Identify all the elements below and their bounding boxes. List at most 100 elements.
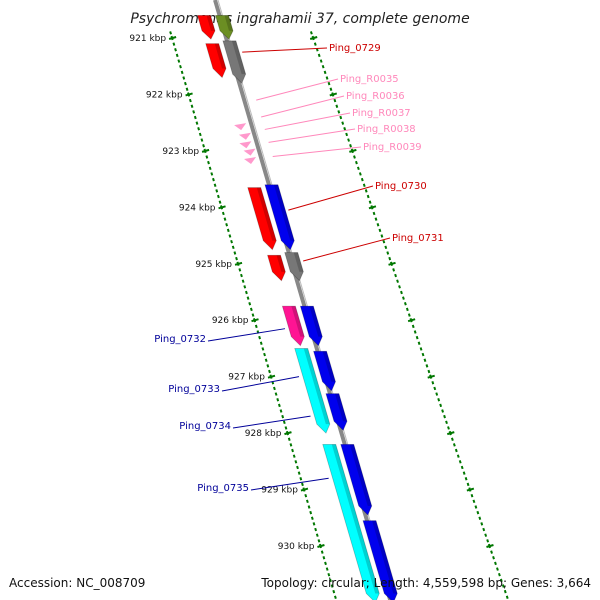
gene-label[interactable]: Ping_R0035 bbox=[340, 74, 399, 85]
ruler-minor-tick bbox=[396, 279, 399, 283]
label-leader-line bbox=[232, 415, 311, 429]
gene-feature-red bbox=[205, 43, 227, 79]
ruler-minor-tick bbox=[484, 533, 488, 537]
gene-feature-cyan bbox=[322, 443, 380, 600]
ruler-minor-tick bbox=[355, 160, 358, 165]
kbp-major-tick bbox=[447, 431, 455, 436]
ruler-minor-tick bbox=[223, 217, 227, 221]
kbp-tick-label: 923 kbp bbox=[162, 147, 199, 157]
ruler-minor-tick bbox=[403, 302, 407, 306]
accession-text: Accession: NC_008709 bbox=[9, 576, 145, 590]
ruler-minor-tick bbox=[221, 211, 225, 216]
label-leader-line bbox=[268, 128, 356, 143]
ruler-minor-tick bbox=[324, 561, 327, 566]
gene-label[interactable]: Ping_R0036 bbox=[346, 91, 405, 102]
gene-label[interactable]: Ping_0733 bbox=[168, 384, 220, 395]
ruler-minor-tick bbox=[503, 589, 507, 594]
kbp-tick-label: 930 kbp bbox=[278, 542, 315, 552]
ruler-minor-tick bbox=[435, 392, 439, 396]
ruler-minor-tick bbox=[327, 81, 331, 86]
ruler-minor-tick bbox=[386, 251, 390, 255]
ruler-minor-tick bbox=[246, 296, 250, 300]
ruler-minor-tick bbox=[439, 403, 443, 408]
ruler-minor-tick bbox=[343, 127, 347, 131]
label-leader-line bbox=[242, 47, 328, 53]
ruler-minor-tick bbox=[210, 172, 214, 176]
gene-feature-shade bbox=[256, 187, 277, 241]
ruler-minor-tick bbox=[499, 578, 503, 583]
ruler-minor-tick bbox=[216, 194, 220, 199]
kbp-major-tick bbox=[317, 544, 325, 548]
ruler-minor-tick bbox=[323, 70, 327, 75]
ruler-minor-tick bbox=[417, 341, 421, 346]
ruler-minor-tick bbox=[249, 307, 253, 312]
rna-feature bbox=[239, 141, 252, 149]
gene-feature-shade bbox=[273, 184, 295, 241]
gene-label[interactable]: Ping_0731 bbox=[392, 233, 444, 244]
label-leader-line bbox=[221, 376, 300, 392]
ruler-minor-tick bbox=[415, 335, 419, 340]
ruler-minor-tick bbox=[215, 189, 219, 193]
ruler-minor-tick bbox=[317, 539, 321, 543]
ruler-minor-tick bbox=[299, 477, 303, 481]
gene-label[interactable]: Ping_0734 bbox=[179, 421, 231, 432]
ruler-minor-tick bbox=[380, 234, 384, 238]
gene-label[interactable]: Ping_0730 bbox=[375, 181, 427, 192]
ruler-minor-tick bbox=[398, 285, 401, 289]
ruler-minor-tick bbox=[205, 155, 209, 159]
ruler-minor-tick bbox=[287, 437, 291, 441]
gene-label[interactable]: Ping_0735 bbox=[197, 483, 249, 494]
ruler-minor-tick bbox=[325, 567, 329, 571]
ruler-minor-tick bbox=[322, 556, 326, 560]
ruler-minor-tick bbox=[482, 527, 486, 532]
kbp-major-tick bbox=[466, 487, 475, 492]
gene-label[interactable]: Ping_R0038 bbox=[357, 124, 416, 135]
ruler-minor-tick bbox=[501, 584, 505, 588]
gene-feature-cyan bbox=[294, 348, 331, 434]
ruler-minor-tick bbox=[498, 572, 501, 577]
gene-feature-gray bbox=[222, 40, 247, 84]
ruler-minor-tick bbox=[266, 364, 270, 368]
ruler-minor-tick bbox=[254, 324, 258, 329]
ruler-minor-tick bbox=[292, 454, 296, 458]
gene-feature-red bbox=[196, 15, 216, 40]
ruler-minor-tick bbox=[366, 194, 370, 199]
kbp-tick-label: 924 kbp bbox=[179, 203, 216, 213]
ruler-minor-tick bbox=[470, 493, 474, 498]
ruler-minor-tick bbox=[193, 115, 197, 120]
ruler-minor-tick bbox=[317, 53, 321, 58]
ruler-minor-tick bbox=[329, 87, 333, 92]
ruler-minor-tick bbox=[195, 121, 199, 125]
ruler-minor-tick bbox=[332, 589, 336, 594]
ruler-minor-tick bbox=[341, 121, 345, 125]
gene-feature-shade bbox=[334, 393, 348, 422]
ruler-minor-tick bbox=[431, 381, 435, 385]
gene-label[interactable]: Ping_0729 bbox=[329, 43, 381, 54]
ruler-minor-tick bbox=[304, 493, 308, 498]
ruler-minor-tick bbox=[192, 110, 196, 114]
ruler-minor-tick bbox=[230, 239, 233, 244]
gene-feature-shade bbox=[276, 255, 286, 272]
ruler-minor-tick bbox=[241, 279, 245, 283]
gene-feature-magenta bbox=[281, 305, 305, 347]
ruler-minor-tick bbox=[231, 245, 235, 250]
gene-feature-blue bbox=[313, 350, 336, 392]
ruler-minor-tick bbox=[460, 465, 464, 470]
ruler-minor-tick bbox=[400, 290, 403, 295]
ruler-minor-tick bbox=[476, 510, 480, 515]
label-leader-line bbox=[272, 146, 362, 158]
kbp-major-tick bbox=[251, 318, 259, 323]
ruler-minor-tick bbox=[349, 143, 352, 148]
gene-feature-shade bbox=[214, 43, 227, 69]
gene-label[interactable]: Ping_R0039 bbox=[363, 142, 422, 153]
ruler-minor-tick bbox=[462, 471, 466, 475]
ruler-minor-tick bbox=[228, 234, 232, 238]
ruler-minor-tick bbox=[384, 245, 388, 250]
ruler-minor-tick bbox=[345, 132, 349, 137]
ruler-minor-tick bbox=[394, 273, 397, 278]
gene-label[interactable]: Ping_R0037 bbox=[352, 108, 411, 119]
kbp-major-tick bbox=[168, 36, 177, 40]
gene-feature-olive bbox=[214, 15, 234, 40]
gene-label[interactable]: Ping_0732 bbox=[154, 334, 206, 345]
